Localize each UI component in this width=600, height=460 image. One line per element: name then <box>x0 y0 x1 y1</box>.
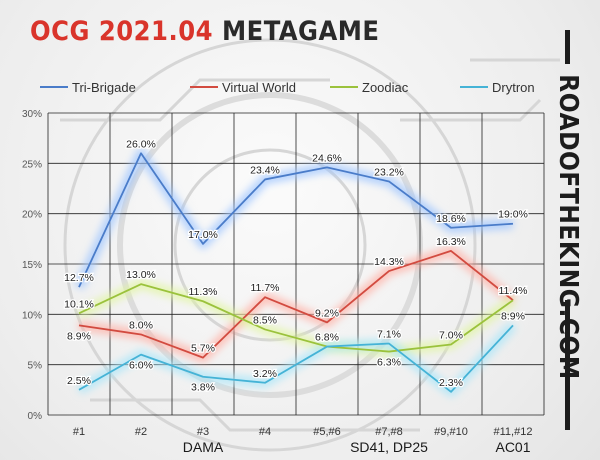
legend-label: Zoodiac <box>362 80 409 95</box>
brand-bar-top <box>565 30 570 64</box>
data-label: 12.7% <box>64 272 94 284</box>
y-tick-label: 5% <box>28 361 43 372</box>
data-label: 14.3% <box>374 256 404 268</box>
legend-label: Virtual World <box>222 80 296 95</box>
data-label: 11.4% <box>499 285 528 297</box>
data-label: 23.2% <box>374 166 404 178</box>
data-label: 7.1% <box>377 329 401 341</box>
data-label: 19.0% <box>498 209 528 221</box>
data-label: 11.4% <box>499 285 528 297</box>
brand-bar-bottom <box>565 300 570 430</box>
data-label: 7.0% <box>439 330 463 342</box>
data-label: 3.8% <box>191 382 215 394</box>
data-label: 5.7% <box>191 343 215 355</box>
data-label: 6.8% <box>315 332 339 344</box>
data-label: 6.8% <box>315 332 339 344</box>
data-label: 8.5% <box>253 314 277 326</box>
x-tick-label: #5,#6 <box>313 426 341 438</box>
data-label: 23.4% <box>250 164 280 176</box>
x-sublabel: DAMA <box>183 439 224 455</box>
y-axis: 0% 5% 10% 15% 20% 25% 30% <box>22 109 42 422</box>
x-tick-label: #4 <box>259 426 271 438</box>
data-label: 24.6% <box>312 152 342 164</box>
series-layer <box>74 148 517 397</box>
x-sublabel: SD41, DP25 <box>350 439 428 455</box>
y-tick-label: 0% <box>28 411 43 422</box>
legend-label: Tri-Brigade <box>72 80 136 95</box>
x-tick-label: #1 <box>73 426 85 438</box>
x-sublabel: AC01 <box>495 439 530 455</box>
y-tick-label: 25% <box>22 159 42 170</box>
data-label: 3.2% <box>253 368 277 380</box>
data-label: 8.9% <box>501 310 525 322</box>
y-tick-label: 20% <box>22 210 42 221</box>
title-accent: OCG 2021.04 <box>30 16 213 47</box>
page-title: OCG 2021.04 METAGAME <box>30 16 380 47</box>
series-line <box>78 250 514 359</box>
data-label: 6.0% <box>129 360 153 372</box>
data-label: 16.3% <box>436 236 466 248</box>
x-tick-label: #11,#12 <box>494 426 533 438</box>
data-labels-layer: 12.7% 26.0% 17.0% 23.4% 24.6% 23.2% 18.6% 19.0%… <box>63 137 529 395</box>
legend-label: Drytron <box>492 80 535 95</box>
data-label: 8.0% <box>129 319 153 331</box>
y-tick-label: 15% <box>22 260 42 271</box>
data-label: 26.0% <box>126 138 156 150</box>
series-line <box>78 283 514 353</box>
data-label: 11.7% <box>251 282 280 294</box>
title-rest: METAGAME <box>221 16 380 47</box>
data-label: 8.9% <box>67 330 91 342</box>
y-tick-label: 30% <box>22 109 42 120</box>
legend: Tri-Brigade Virtual World Zoodiac Drytron <box>40 80 535 95</box>
y-tick-label: 10% <box>22 310 42 321</box>
x-tick-label: #2 <box>135 426 147 438</box>
data-label: 2.5% <box>67 375 91 387</box>
data-label: 10.1% <box>64 298 94 310</box>
x-tick-label: #7,#8 <box>375 426 403 438</box>
series-line <box>78 152 514 288</box>
series-line <box>78 324 514 393</box>
x-tick-label: #3 <box>197 426 209 438</box>
data-label: 6.3% <box>377 357 401 369</box>
data-label: 18.6% <box>436 213 466 225</box>
data-label: 17.0% <box>188 229 218 241</box>
data-label: 13.0% <box>126 269 156 281</box>
data-label: 2.3% <box>439 377 463 389</box>
data-label: 9.2% <box>315 307 339 319</box>
x-tick-label: #9,#10 <box>434 426 468 438</box>
data-label: 11.3% <box>189 286 218 298</box>
